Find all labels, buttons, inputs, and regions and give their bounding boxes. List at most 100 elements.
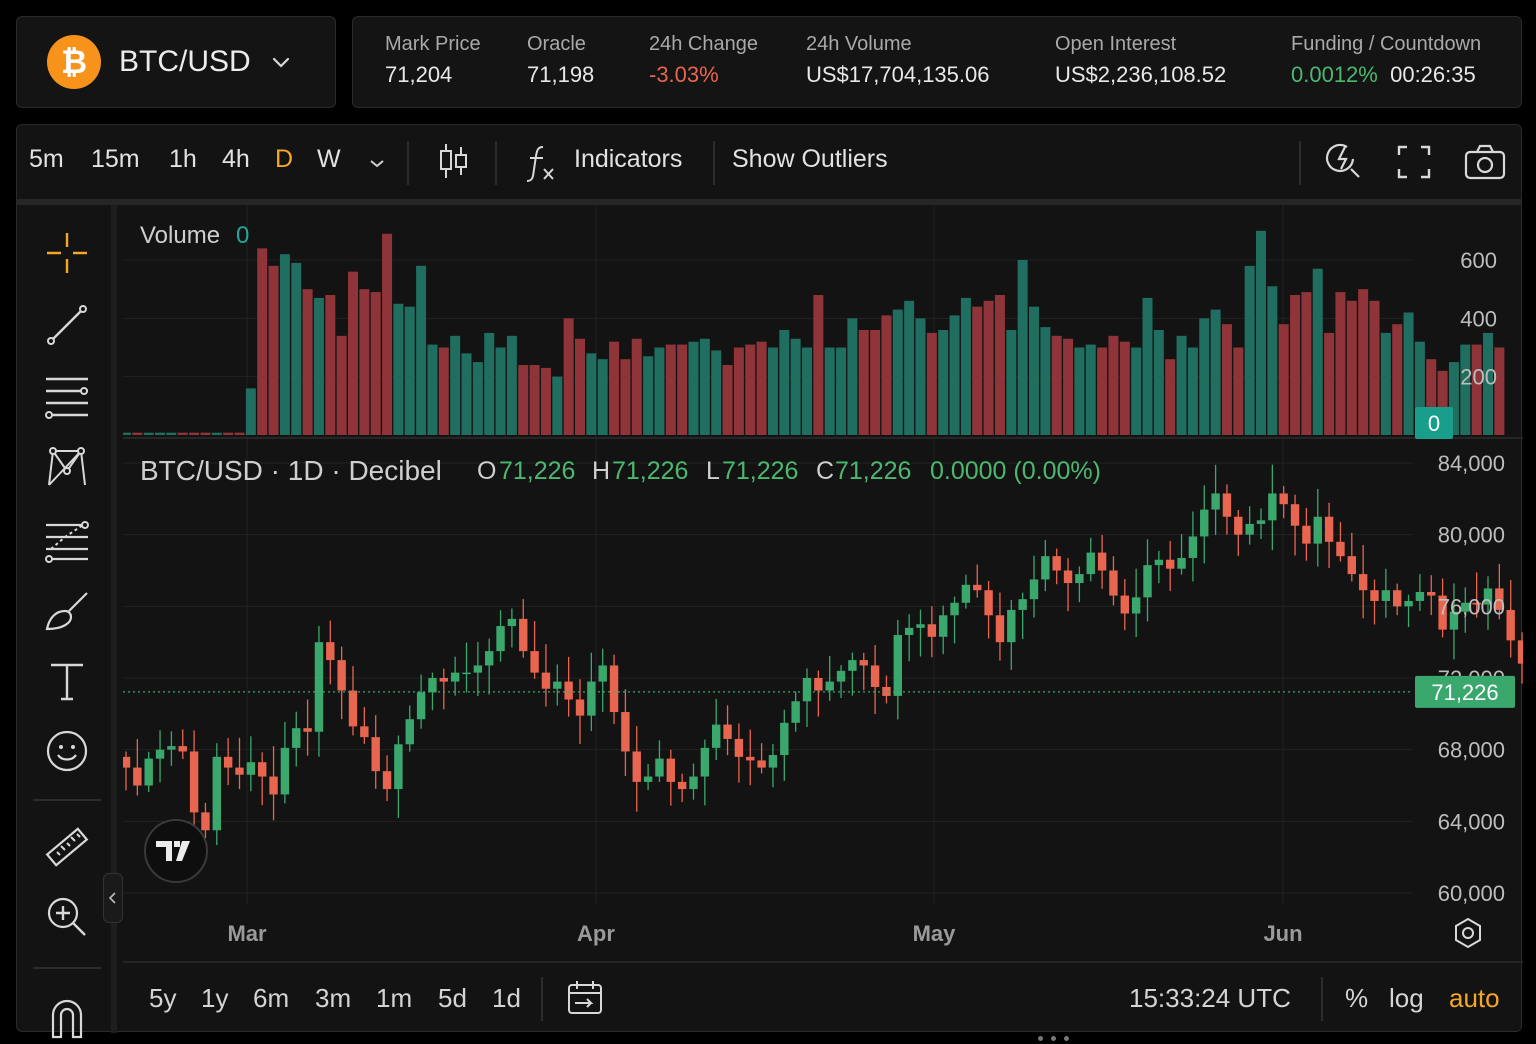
candle-body	[609, 665, 619, 713]
stat-label: 24h Change	[649, 33, 758, 55]
candle-body	[292, 728, 301, 748]
candle-body	[178, 746, 187, 752]
candle-body	[621, 712, 630, 752]
candle-body	[882, 686, 891, 696]
range-1d[interactable]: 1d	[492, 983, 521, 1013]
magnet-tool[interactable]	[41, 991, 93, 1043]
go-to-date-icon[interactable]	[565, 979, 605, 1019]
volume-bar	[1301, 292, 1312, 435]
interval-d[interactable]: D	[275, 145, 294, 173]
volume-bar	[1199, 318, 1210, 435]
indicators-button[interactable]: Indicators	[574, 145, 683, 173]
text-tool[interactable]	[41, 655, 93, 707]
volume-bar	[1017, 260, 1028, 435]
divider	[541, 977, 543, 1021]
camera-icon[interactable]	[1463, 143, 1507, 181]
volume-bar	[631, 338, 642, 435]
resize-handle[interactable]	[1038, 1036, 1078, 1042]
candle-body	[507, 618, 517, 627]
volume-bar	[1380, 332, 1391, 435]
function-fx-icon[interactable]	[525, 143, 557, 183]
range-5y[interactable]: 5y	[149, 983, 177, 1013]
x-axis-label: Mar	[227, 921, 267, 946]
interval-dropdown-chevron-icon[interactable]	[367, 153, 387, 173]
projection-tool[interactable]	[41, 513, 93, 565]
fullscreen-icon[interactable]	[1397, 145, 1431, 179]
volume-bar	[1437, 370, 1448, 435]
ohlc-legend: O 71,226 H 71,226 L 71,226 C 71,226 0.00…	[477, 457, 1101, 485]
volume-bar	[745, 344, 756, 435]
range-1y[interactable]: 1y	[201, 983, 229, 1013]
pattern-tool[interactable]	[41, 441, 93, 493]
ruler-icon	[45, 827, 89, 867]
candle-body	[428, 678, 437, 693]
pair-selector[interactable]: ₿ BTC/USD	[16, 16, 336, 108]
volume-bar	[518, 365, 529, 435]
interval-1h[interactable]: 1h	[169, 145, 197, 173]
chart-grid	[123, 205, 1523, 905]
candle-body	[280, 747, 290, 795]
candle-body	[1075, 574, 1084, 584]
interval-w[interactable]: W	[317, 145, 341, 173]
quick-replay-icon[interactable]	[1323, 141, 1363, 181]
log-toggle[interactable]: log	[1389, 983, 1424, 1013]
candle-body	[689, 776, 698, 790]
candle-body	[1268, 493, 1277, 521]
volume-bar	[1040, 327, 1051, 435]
candle-body	[598, 665, 607, 682]
candles-chart-type-icon[interactable]	[437, 141, 469, 181]
interval-5m[interactable]: 5m	[29, 145, 64, 173]
candle-body	[189, 751, 199, 813]
volume-bar	[552, 376, 563, 435]
stat-value: 71,204	[385, 62, 453, 87]
volume-bar	[1278, 324, 1289, 435]
zoom-in-tool[interactable]	[41, 891, 93, 943]
range-3m[interactable]: 3m	[315, 983, 352, 1013]
chart-toolbar: 5m 15m 1h 4h D W Indicators Show Outlier…	[17, 125, 1521, 205]
interval-4h[interactable]: 4h	[222, 145, 250, 173]
candle-body	[757, 760, 766, 768]
utc-time[interactable]: 15:33:24 UTC	[1129, 983, 1291, 1013]
volume-bar	[847, 318, 858, 435]
candle-body	[1234, 516, 1243, 535]
candle-body	[541, 672, 551, 689]
chart-settings-icon[interactable]	[1455, 917, 1481, 949]
range-6m[interactable]: 6m	[253, 983, 290, 1013]
collapse-toolbar-button[interactable]	[103, 873, 123, 923]
volume-bar	[1312, 268, 1323, 435]
divider	[33, 799, 101, 801]
candle-body	[462, 672, 471, 675]
stat-value: 0.0012% 00:26:35	[1291, 62, 1481, 88]
ohlc-open: 71,226	[499, 457, 575, 485]
volume-bar	[1494, 347, 1505, 435]
candle-body	[201, 812, 210, 831]
brush-tool[interactable]	[41, 585, 93, 637]
percent-toggle[interactable]: %	[1345, 983, 1369, 1013]
fib-retracement-tool[interactable]	[41, 369, 93, 421]
volume-bar	[450, 335, 461, 435]
show-outliers-button[interactable]: Show Outliers	[732, 145, 888, 173]
candle-body	[382, 771, 392, 790]
auto-toggle[interactable]: auto	[1449, 983, 1500, 1013]
volume-bar	[609, 341, 620, 435]
volume-bar	[1006, 330, 1017, 435]
candle-body	[836, 670, 846, 682]
range-5d[interactable]: 5d	[438, 983, 467, 1013]
range-1m[interactable]: 1m	[376, 983, 413, 1013]
price-axis-label: 76,000	[1438, 594, 1505, 619]
candle-body	[973, 584, 982, 591]
volume-bar	[279, 254, 290, 435]
volume-bar	[892, 309, 903, 435]
candle-body	[632, 751, 641, 782]
candle-body	[791, 701, 800, 723]
tradingview-logo[interactable]	[144, 819, 208, 883]
measure-tool[interactable]	[41, 821, 93, 873]
candle-body	[1029, 579, 1039, 600]
trend-line-tool[interactable]	[41, 299, 93, 351]
stat-value: US$2,236,108.52	[1055, 62, 1227, 87]
crosshair-tool[interactable]	[41, 227, 93, 279]
emoji-tool[interactable]	[41, 725, 93, 777]
price-chart[interactable]: MarAprMayJun60,00064,00068,00072,00076,0…	[123, 205, 1523, 961]
candle-body	[666, 758, 675, 782]
interval-15m[interactable]: 15m	[91, 145, 140, 173]
